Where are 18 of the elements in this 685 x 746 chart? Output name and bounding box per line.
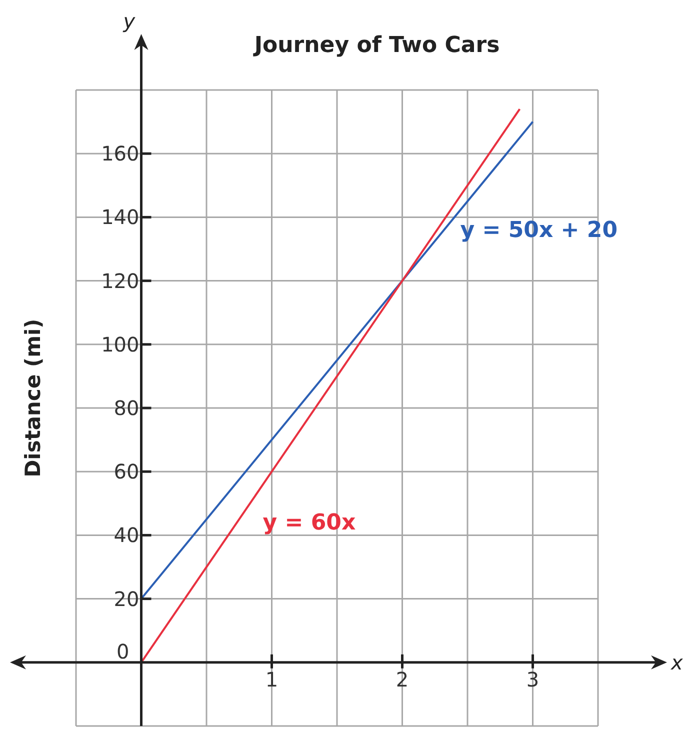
y-tick-label: 100 bbox=[101, 332, 140, 356]
x-tick-label: 3 bbox=[526, 667, 540, 692]
y-tick-label: 60 bbox=[114, 460, 140, 484]
y-tick-label: 160 bbox=[101, 142, 140, 166]
x-tick-label: 2 bbox=[396, 667, 409, 692]
y-tick-label: 80 bbox=[114, 396, 140, 420]
y-tick-label: 20 bbox=[114, 586, 140, 611]
x-tick-label: 1 bbox=[265, 667, 278, 692]
y-tick-label: 0 bbox=[116, 639, 130, 664]
y-tick-label: 140 bbox=[101, 205, 140, 230]
y-tick-label: 120 bbox=[101, 268, 140, 293]
series-label: y = 60x bbox=[262, 510, 356, 536]
series-label: y = 50x + 20 bbox=[460, 218, 618, 243]
chart-title: Journey of Two Cars bbox=[252, 33, 500, 58]
x-axis-title: x bbox=[670, 650, 683, 674]
y-axis-title: Distance (mi) bbox=[21, 318, 45, 478]
y-tick-label: 40 bbox=[114, 523, 140, 548]
text: y bbox=[122, 9, 136, 33]
